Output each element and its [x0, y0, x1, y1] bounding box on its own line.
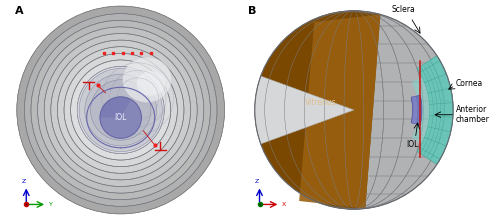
- Text: Y: Y: [49, 202, 53, 207]
- Text: Sclera: Sclera: [391, 5, 415, 14]
- Polygon shape: [411, 95, 422, 125]
- Circle shape: [64, 53, 178, 167]
- Circle shape: [79, 68, 162, 152]
- Circle shape: [70, 60, 170, 160]
- Polygon shape: [417, 56, 453, 164]
- Polygon shape: [299, 15, 380, 209]
- Circle shape: [51, 40, 190, 180]
- Text: Z: Z: [22, 179, 26, 184]
- Polygon shape: [255, 11, 380, 209]
- Ellipse shape: [122, 57, 172, 103]
- Text: B: B: [248, 6, 256, 16]
- Text: IOL: IOL: [406, 140, 418, 149]
- Wedge shape: [100, 97, 131, 117]
- Circle shape: [77, 67, 164, 153]
- Text: IOL: IOL: [114, 113, 127, 122]
- Circle shape: [100, 97, 141, 138]
- Circle shape: [44, 33, 197, 187]
- Ellipse shape: [136, 71, 165, 96]
- Text: Anterior
chamber: Anterior chamber: [456, 105, 490, 125]
- Polygon shape: [412, 77, 430, 143]
- Circle shape: [90, 80, 151, 140]
- Circle shape: [38, 27, 204, 193]
- Wedge shape: [255, 76, 354, 144]
- Text: Cornea: Cornea: [456, 79, 483, 88]
- Circle shape: [24, 14, 217, 206]
- Circle shape: [77, 67, 164, 153]
- Text: Z: Z: [254, 179, 259, 184]
- Text: Vitreous: Vitreous: [305, 98, 337, 107]
- Circle shape: [85, 74, 156, 146]
- Circle shape: [58, 47, 184, 173]
- Circle shape: [17, 6, 225, 214]
- Circle shape: [255, 11, 453, 209]
- Circle shape: [31, 20, 210, 200]
- Polygon shape: [412, 96, 417, 124]
- Text: A: A: [15, 6, 24, 16]
- Text: X: X: [282, 202, 286, 207]
